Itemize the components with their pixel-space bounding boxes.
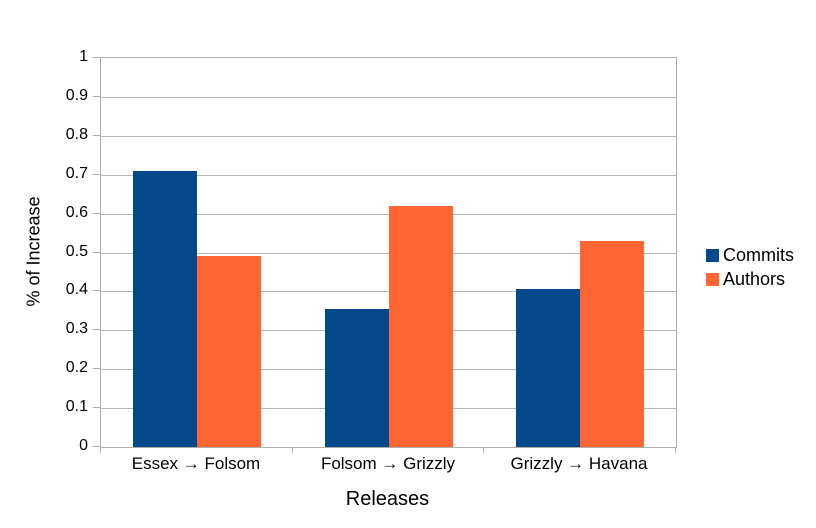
- y-tick-mark: [93, 407, 100, 408]
- bar-commits-0: [133, 171, 197, 447]
- gridline: [101, 136, 676, 137]
- legend-label-authors: Authors: [723, 268, 786, 289]
- plot-area: [100, 57, 677, 448]
- y-tick-mark: [93, 135, 100, 136]
- bar-commits-1: [325, 309, 389, 447]
- x-category-label: Essex → Folsom: [131, 454, 261, 473]
- x-tick-mark: [100, 447, 101, 453]
- y-tick-label: 0.3: [65, 320, 88, 337]
- y-tick-mark: [93, 368, 100, 369]
- y-tick-mark: [93, 290, 100, 291]
- legend-item-authors: Authors: [706, 267, 794, 291]
- y-tick-mark: [93, 329, 100, 330]
- x-tick-mark: [675, 447, 676, 453]
- y-tick-label: 0.1: [65, 398, 88, 415]
- x-category-label: Grizzly → Havana: [510, 454, 648, 473]
- gridline: [101, 253, 676, 254]
- y-tick-mark: [93, 446, 100, 447]
- y-tick-label: 0.9: [65, 87, 88, 104]
- y-tick-label: 0.6: [65, 204, 88, 221]
- y-tick-label: 0.7: [65, 165, 88, 182]
- commits-swatch-icon: [706, 248, 719, 262]
- bar-authors-2: [580, 241, 644, 447]
- x-tick-mark: [483, 447, 484, 453]
- y-tick-label: 0: [79, 437, 88, 454]
- legend: Commits Authors: [706, 243, 794, 291]
- x-category-label: Folsom → Grizzly: [320, 454, 456, 473]
- y-tick-label: 0.5: [65, 243, 88, 260]
- y-tick-mark: [93, 96, 100, 97]
- y-tick-label: 1: [79, 48, 88, 65]
- authors-swatch-icon: [706, 272, 719, 286]
- bar-commits-2: [516, 289, 580, 447]
- x-tick-mark: [292, 447, 293, 453]
- gridline: [101, 291, 676, 292]
- y-tick-mark: [93, 57, 100, 58]
- y-tick-mark: [93, 213, 100, 214]
- gridline: [101, 97, 676, 98]
- legend-label-commits: Commits: [723, 244, 794, 265]
- gridline: [101, 214, 676, 215]
- bar-authors-0: [197, 256, 261, 447]
- x-axis-title: Releases: [345, 488, 430, 510]
- bar-authors-1: [389, 206, 453, 447]
- y-tick-mark: [93, 252, 100, 253]
- y-tick-label: 0.8: [65, 126, 88, 143]
- y-tick-label: 0.2: [65, 359, 88, 376]
- gridline: [101, 175, 676, 176]
- legend-item-commits: Commits: [706, 243, 794, 267]
- y-tick-mark: [93, 174, 100, 175]
- y-tick-label: 0.4: [65, 281, 88, 298]
